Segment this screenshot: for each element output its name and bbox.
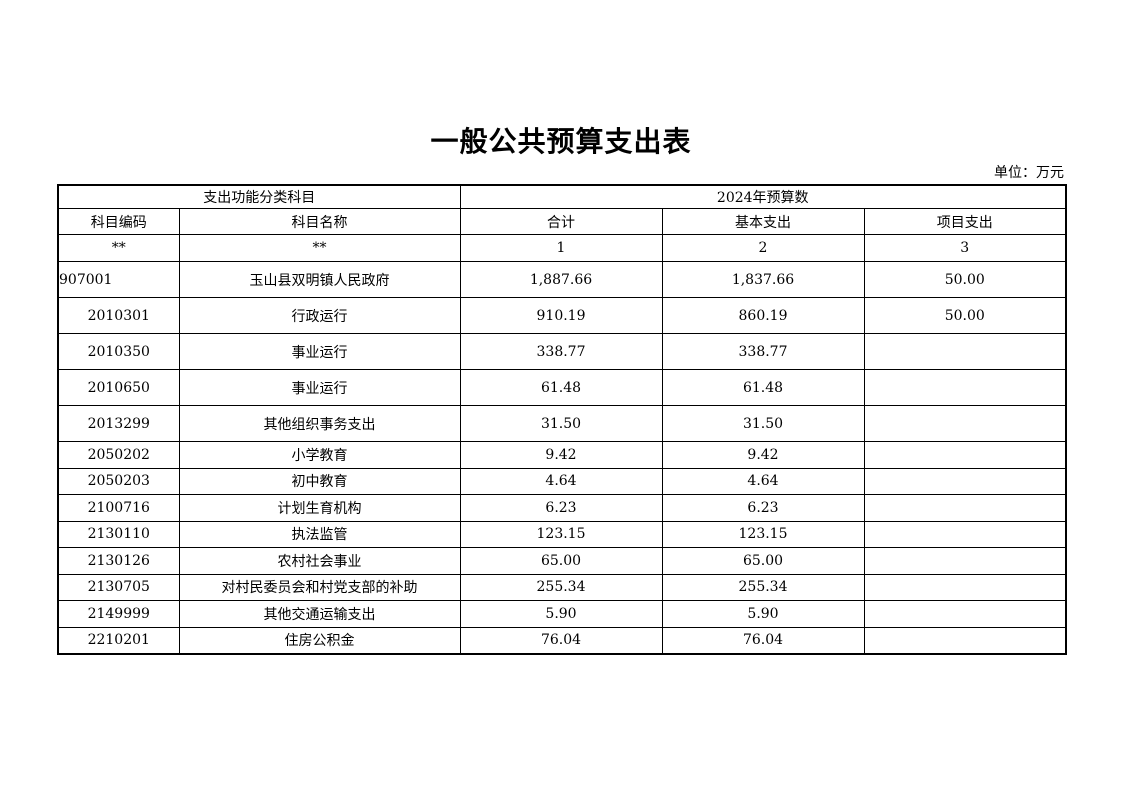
cell-total: 910.19 bbox=[459, 297, 663, 334]
group-header-left: 支出功能分类科目 bbox=[57, 184, 461, 209]
cell-basic: 5.90 bbox=[661, 600, 865, 628]
cell-basic: 9.42 bbox=[661, 441, 865, 469]
table-row: 2130705 对村民委员会和村党支部的补助 255.34 255.34 bbox=[57, 573, 1067, 601]
cell-basic: 338.77 bbox=[661, 333, 865, 370]
page-title: 一般公共预算支出表 bbox=[430, 125, 692, 158]
cell-name: 小学教育 bbox=[178, 441, 461, 469]
cell-project bbox=[863, 441, 1067, 469]
cell-project bbox=[863, 467, 1067, 495]
table-row: 2130126 农村社会事业 65.00 65.00 bbox=[57, 547, 1067, 575]
column-header-basic: 基本支出 bbox=[661, 208, 865, 235]
cell-name: 玉山县双明镇人民政府 bbox=[178, 261, 461, 298]
cell-total: 4.64 bbox=[459, 467, 663, 495]
column-header-total: 合计 bbox=[459, 208, 663, 235]
column-header-project: 项目支出 bbox=[863, 208, 1067, 235]
cell-project bbox=[863, 333, 1067, 370]
cell-total: 31.50 bbox=[459, 405, 663, 442]
table-row: 2010650 事业运行 61.48 61.48 bbox=[57, 369, 1067, 406]
cell-code: 907001 bbox=[57, 261, 180, 298]
cell-code: 2149999 bbox=[57, 600, 180, 628]
table-row: 2050203 初中教育 4.64 4.64 bbox=[57, 467, 1067, 495]
cell-total: 6.23 bbox=[459, 494, 663, 522]
cell-total: 61.48 bbox=[459, 369, 663, 406]
cell-project bbox=[863, 369, 1067, 406]
cell-basic: 123.15 bbox=[661, 520, 865, 548]
cell-total: 76.04 bbox=[459, 626, 663, 655]
cell-code: 2130110 bbox=[57, 520, 180, 548]
cell-code: 2013299 bbox=[57, 405, 180, 442]
cell-basic: 65.00 bbox=[661, 547, 865, 575]
cell-basic: 255.34 bbox=[661, 573, 865, 601]
cell-code: 2050202 bbox=[57, 441, 180, 469]
cell-project: 50.00 bbox=[863, 297, 1067, 334]
cell-name: 事业运行 bbox=[178, 333, 461, 370]
table-row: 2010301 行政运行 910.19 860.19 50.00 bbox=[57, 297, 1067, 334]
index-cell: 1 bbox=[459, 234, 663, 262]
budget-table: 支出功能分类科目 2024年预算数 科目编码 科目名称 合计 基本支出 项目支出… bbox=[57, 184, 1067, 655]
cell-code: 2210201 bbox=[57, 626, 180, 655]
table-row: 2050202 小学教育 9.42 9.42 bbox=[57, 441, 1067, 469]
table-row: 2100716 计划生育机构 6.23 6.23 bbox=[57, 494, 1067, 522]
cell-name: 计划生育机构 bbox=[178, 494, 461, 522]
unit-label: 单位：万元 bbox=[994, 165, 1064, 181]
column-header-name: 科目名称 bbox=[178, 208, 461, 235]
index-row: ** ** 1 2 3 bbox=[57, 234, 1067, 262]
cell-name: 住房公积金 bbox=[178, 626, 461, 655]
cell-basic: 860.19 bbox=[661, 297, 865, 334]
column-header-code: 科目编码 bbox=[57, 208, 180, 235]
cell-name: 其他交通运输支出 bbox=[178, 600, 461, 628]
cell-project bbox=[863, 626, 1067, 655]
table-row: 2210201 住房公积金 76.04 76.04 bbox=[57, 626, 1067, 655]
cell-code: 2050203 bbox=[57, 467, 180, 495]
cell-code: 2130705 bbox=[57, 573, 180, 601]
cell-project bbox=[863, 547, 1067, 575]
table-row: 2130110 执法监管 123.15 123.15 bbox=[57, 520, 1067, 548]
cell-total: 123.15 bbox=[459, 520, 663, 548]
table-row: 2149999 其他交通运输支出 5.90 5.90 bbox=[57, 600, 1067, 628]
cell-basic: 4.64 bbox=[661, 467, 865, 495]
cell-name: 初中教育 bbox=[178, 467, 461, 495]
cell-name: 事业运行 bbox=[178, 369, 461, 406]
cell-project bbox=[863, 520, 1067, 548]
group-header-row: 支出功能分类科目 2024年预算数 bbox=[57, 184, 1067, 209]
index-cell: ** bbox=[57, 234, 180, 262]
cell-total: 1,887.66 bbox=[459, 261, 663, 298]
cell-project bbox=[863, 494, 1067, 522]
cell-total: 5.90 bbox=[459, 600, 663, 628]
cell-code: 2010650 bbox=[57, 369, 180, 406]
cell-project: 50.00 bbox=[863, 261, 1067, 298]
cell-code: 2010350 bbox=[57, 333, 180, 370]
cell-total: 255.34 bbox=[459, 573, 663, 601]
cell-total: 338.77 bbox=[459, 333, 663, 370]
cell-name: 其他组织事务支出 bbox=[178, 405, 461, 442]
cell-basic: 61.48 bbox=[661, 369, 865, 406]
cell-project bbox=[863, 600, 1067, 628]
cell-name: 农村社会事业 bbox=[178, 547, 461, 575]
table-row: 2013299 其他组织事务支出 31.50 31.50 bbox=[57, 405, 1067, 442]
table-row: 2010350 事业运行 338.77 338.77 bbox=[57, 333, 1067, 370]
cell-basic: 6.23 bbox=[661, 494, 865, 522]
group-header-right: 2024年预算数 bbox=[459, 184, 1067, 209]
cell-total: 65.00 bbox=[459, 547, 663, 575]
index-cell: 2 bbox=[661, 234, 865, 262]
cell-project bbox=[863, 573, 1067, 601]
cell-basic: 31.50 bbox=[661, 405, 865, 442]
cell-code: 2100716 bbox=[57, 494, 180, 522]
cell-name: 行政运行 bbox=[178, 297, 461, 334]
cell-code: 2010301 bbox=[57, 297, 180, 334]
cell-basic: 1,837.66 bbox=[661, 261, 865, 298]
index-cell: 3 bbox=[863, 234, 1067, 262]
index-cell: ** bbox=[178, 234, 461, 262]
cell-name: 执法监管 bbox=[178, 520, 461, 548]
cell-project bbox=[863, 405, 1067, 442]
table-row: 907001 玉山县双明镇人民政府 1,887.66 1,837.66 50.00 bbox=[57, 261, 1067, 298]
cell-code: 2130126 bbox=[57, 547, 180, 575]
cell-total: 9.42 bbox=[459, 441, 663, 469]
cell-basic: 76.04 bbox=[661, 626, 865, 655]
column-header-row: 科目编码 科目名称 合计 基本支出 项目支出 bbox=[57, 208, 1067, 235]
cell-name: 对村民委员会和村党支部的补助 bbox=[178, 573, 461, 601]
